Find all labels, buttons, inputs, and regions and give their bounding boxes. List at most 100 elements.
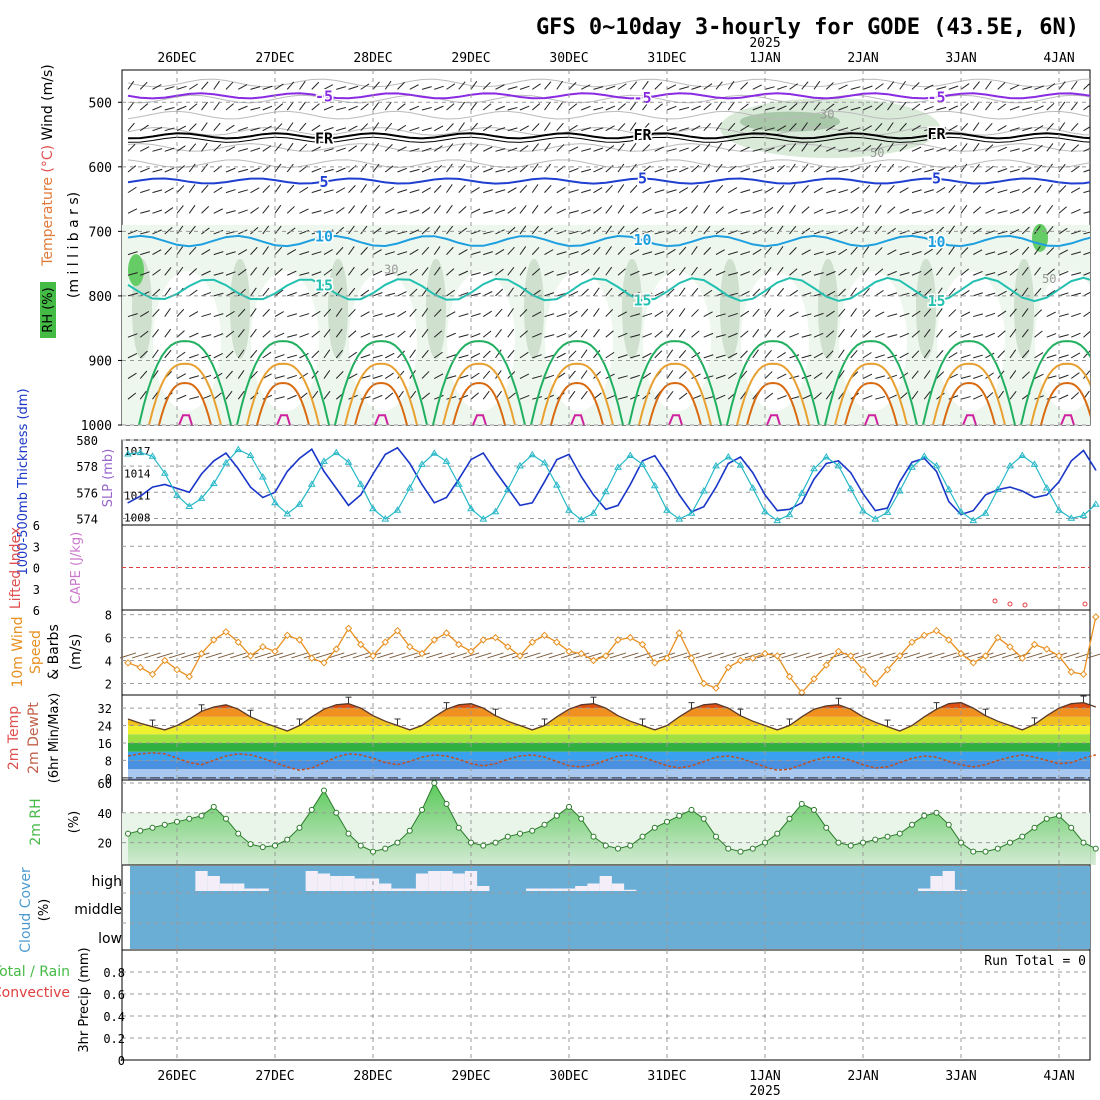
wind-barb: [764, 287, 772, 297]
wind-barb: [397, 81, 405, 90]
wind-barb-10m: [879, 652, 896, 659]
wind-barb: [642, 372, 652, 379]
precip-convective-label: Convective: [0, 985, 70, 1001]
wind-barb: [1096, 249, 1100, 255]
wind-barb: [973, 313, 984, 318]
wind-barb: [850, 226, 859, 235]
wind-speed-point: [749, 654, 757, 662]
wind-barb: [777, 85, 787, 90]
wind-barb: [201, 142, 208, 152]
cloud-level-label: middle: [74, 902, 122, 918]
wind-barb: [348, 225, 355, 235]
rh-point: [590, 833, 597, 840]
wind-axis-label: Speed: [28, 630, 44, 674]
wind-barb: [568, 146, 579, 152]
wind-barb: [1009, 349, 1017, 359]
wind-barb: [532, 332, 542, 338]
wind-barb: [335, 349, 344, 359]
wind-speed-point: [430, 636, 439, 644]
wind-barb: [568, 271, 579, 276]
warm-isotherm-loop: [844, 381, 898, 425]
thickness-point: [335, 487, 337, 489]
hot-isotherm-loop: [472, 414, 487, 425]
wind-barb: [152, 84, 162, 90]
isotherm-label: 5: [932, 170, 941, 188]
rh-point: [725, 845, 732, 852]
wind-barb: [470, 372, 480, 379]
wind-barb: [433, 330, 443, 338]
wind-barb-10m: [818, 652, 835, 659]
wind-barb-10m: [671, 652, 688, 659]
wind-barb: [1046, 333, 1057, 338]
wind-barb: [544, 206, 553, 214]
li-marker: [992, 598, 998, 604]
wind-barb: [642, 352, 652, 359]
wind-speed-point: [185, 672, 194, 681]
wind-barb: [715, 122, 723, 131]
wind-barb: [911, 271, 922, 276]
wind-barb: [311, 330, 320, 338]
warm-isotherm-loop: [550, 381, 604, 425]
wind-barb: [238, 148, 249, 152]
wind-barb: [960, 83, 970, 90]
wind-barb: [923, 370, 931, 379]
wind-barb: [299, 251, 310, 256]
precip-tick: 0.4: [103, 1010, 125, 1024]
wind-barb: [948, 125, 958, 132]
thickness-point: [482, 452, 484, 454]
wind-barb: [127, 80, 135, 90]
isohume-label: 30: [820, 107, 834, 121]
wind-barb: [250, 349, 258, 359]
wind-barb: [985, 332, 995, 338]
wind-barb: [862, 225, 870, 235]
warm-isotherm-loop: [628, 340, 722, 425]
wind-barb: [348, 308, 356, 317]
wind-barb: [617, 354, 628, 359]
wind-barb: [899, 332, 910, 338]
wind-speed-point: [406, 643, 414, 651]
wind-barb: [409, 390, 417, 400]
wind-barb: [789, 332, 799, 338]
thickness-point: [580, 476, 582, 478]
wind-barb: [127, 143, 136, 152]
wind-barb: [372, 292, 383, 297]
wind-barb: [1046, 122, 1054, 132]
wind-barb: [642, 165, 651, 173]
isotherm-label: 15: [315, 277, 333, 295]
wind-barb: [948, 287, 956, 297]
wind-barb: [139, 350, 148, 359]
wind-barb: [862, 352, 872, 359]
wind-barb: [409, 84, 419, 90]
wind-barb: [189, 354, 199, 359]
wind-barb: [335, 226, 345, 235]
rh-point: [1043, 815, 1050, 822]
wind-barb: [764, 308, 772, 317]
wind-barb: [348, 85, 359, 90]
slp-tick: 1014: [124, 467, 151, 480]
wind-barb: [311, 189, 322, 194]
wind-barb: [630, 270, 640, 276]
wind-barb: [335, 267, 343, 276]
wind-barb: [581, 127, 591, 132]
wind-barb: [262, 266, 270, 276]
wind-barb: [188, 289, 198, 297]
wind-barb: [152, 127, 163, 132]
slp-tick: 1008: [124, 512, 151, 525]
bottom-day-label: 1JAN: [749, 1069, 780, 1084]
wind-barb: [519, 394, 530, 400]
wind-barb: [862, 330, 872, 338]
wind-barb: [360, 204, 367, 214]
wind-barb: [152, 168, 163, 173]
thickness-point: [899, 481, 901, 483]
wind-barb: [948, 205, 956, 214]
wind-barb: [813, 80, 821, 90]
wind-barb: [421, 147, 432, 152]
wind-barb: [666, 308, 674, 317]
wind-barb: [1058, 185, 1067, 193]
wind-barb: [666, 390, 674, 400]
wind-barb-10m: [132, 652, 149, 659]
wind-barb: [1009, 248, 1019, 256]
wind-barb: [152, 288, 161, 297]
wind-barb: [826, 271, 836, 276]
